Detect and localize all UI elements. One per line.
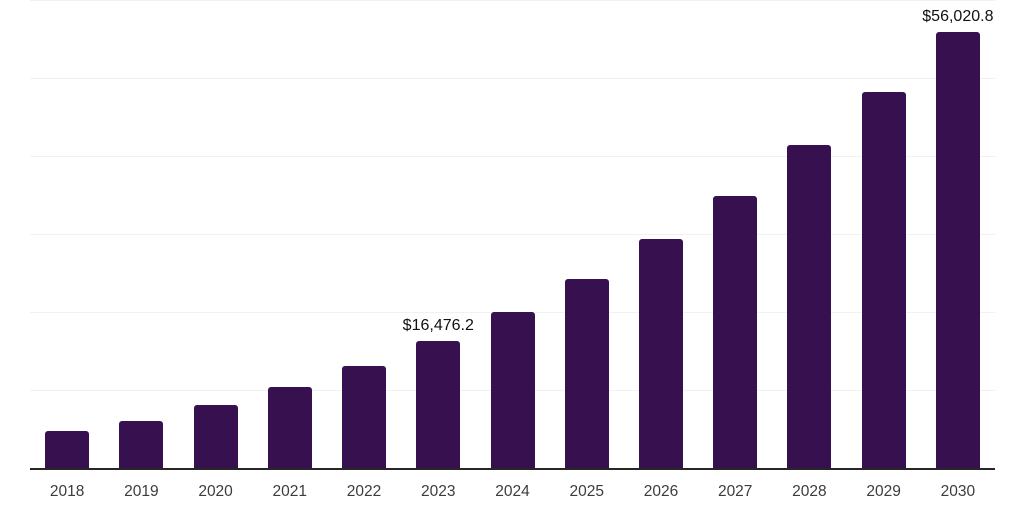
x-tick-2028: 2028: [792, 483, 827, 500]
x-tick-2027: 2027: [717, 483, 753, 500]
bar-2025: [564, 278, 609, 469]
gridline-30000: [30, 234, 995, 235]
x-axis-line: [30, 468, 995, 470]
x-tick-2023: 2023: [421, 483, 456, 500]
x-tick-2018: 2018: [49, 483, 85, 500]
bar-2027: [713, 196, 758, 469]
bar-2024: [490, 311, 535, 469]
bar-2018: [45, 430, 90, 469]
x-tick-2021: 2021: [272, 483, 308, 500]
gridline-50000: [30, 78, 995, 79]
x-tick-2026: 2026: [643, 483, 679, 500]
bar-2020: [193, 404, 238, 469]
bar-2029: [861, 92, 906, 469]
bar-2021: [267, 386, 312, 469]
bar-2030: [935, 32, 980, 469]
x-tick-2024: 2024: [495, 483, 530, 500]
x-tick-2019: 2019: [124, 483, 159, 500]
gridline-60000: [30, 0, 995, 1]
gridline-40000: [30, 156, 995, 157]
x-axis-labels: 2018 2019 2020 2021 2022 2023 2024 2025 2026 2027…: [30, 483, 995, 503]
plot-area: $16,476.2 $56,020.8: [30, 0, 995, 470]
x-tick-2025: 2025: [569, 483, 604, 500]
bar-2019: [119, 420, 164, 469]
x-tick-2029: 2029: [866, 483, 901, 500]
bar-2022: [342, 366, 387, 469]
x-tick-2020: 2020: [198, 483, 233, 500]
bar-2028: [787, 145, 832, 469]
data-label-2030: $56,020.8: [922, 8, 994, 26]
x-tick-2030: 2030: [940, 483, 976, 500]
bar-2026: [638, 239, 683, 469]
bar-2023: [416, 340, 461, 469]
x-tick-2022: 2022: [346, 483, 382, 500]
data-label-2023: $16,476.2: [402, 316, 474, 334]
